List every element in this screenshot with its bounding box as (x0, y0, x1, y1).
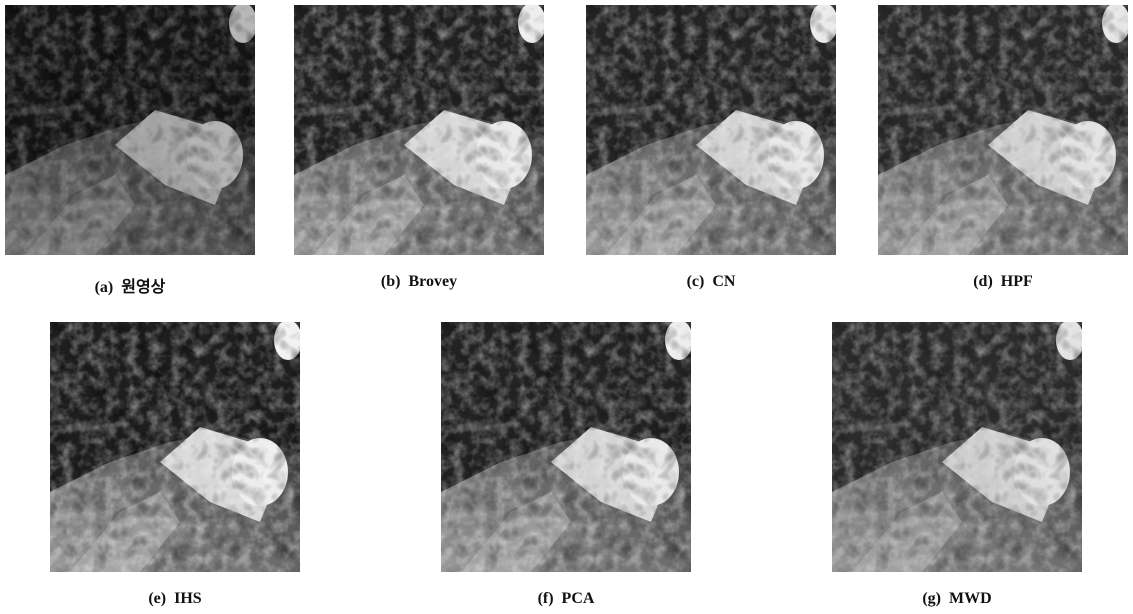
caption-label: (e) (148, 590, 166, 607)
caption-text: PCA (562, 590, 595, 607)
caption-label: (c) (687, 273, 705, 290)
caption: (c) CN (687, 273, 736, 291)
satellite-image (878, 5, 1128, 255)
image (832, 322, 1082, 572)
image (294, 5, 544, 255)
caption: (e) IHS (148, 590, 201, 608)
caption: (g) MWD (922, 590, 991, 608)
caption-text: CN (712, 273, 735, 290)
caption-text: HPF (1001, 273, 1033, 290)
caption-text: 원영상 (121, 279, 165, 296)
figure-page: (a) 원영상 (b) Brovey (c) CN (d) HPF (e) IHS (f) PCA (g… (0, 0, 1133, 614)
caption-text: Brovey (408, 273, 457, 290)
satellite-image (832, 322, 1082, 572)
caption: (a) 원영상 (95, 273, 166, 297)
caption: (d) HPF (973, 273, 1033, 291)
image (878, 5, 1128, 255)
satellite-image (50, 322, 300, 572)
satellite-image (5, 5, 255, 255)
caption-label: (b) (381, 273, 401, 290)
satellite-image (294, 5, 544, 255)
caption-label: (f) (538, 590, 554, 607)
caption: (f) PCA (538, 590, 595, 608)
caption-label: (g) (922, 590, 941, 607)
image (586, 5, 836, 255)
image (50, 322, 300, 572)
caption-text: MWD (949, 590, 992, 607)
caption-label: (a) (95, 279, 114, 296)
caption: (b) Brovey (381, 273, 457, 291)
image (5, 5, 255, 255)
caption-text: IHS (174, 590, 202, 607)
satellite-image (441, 322, 691, 572)
image (441, 322, 691, 572)
satellite-image (586, 5, 836, 255)
caption-label: (d) (973, 273, 993, 290)
